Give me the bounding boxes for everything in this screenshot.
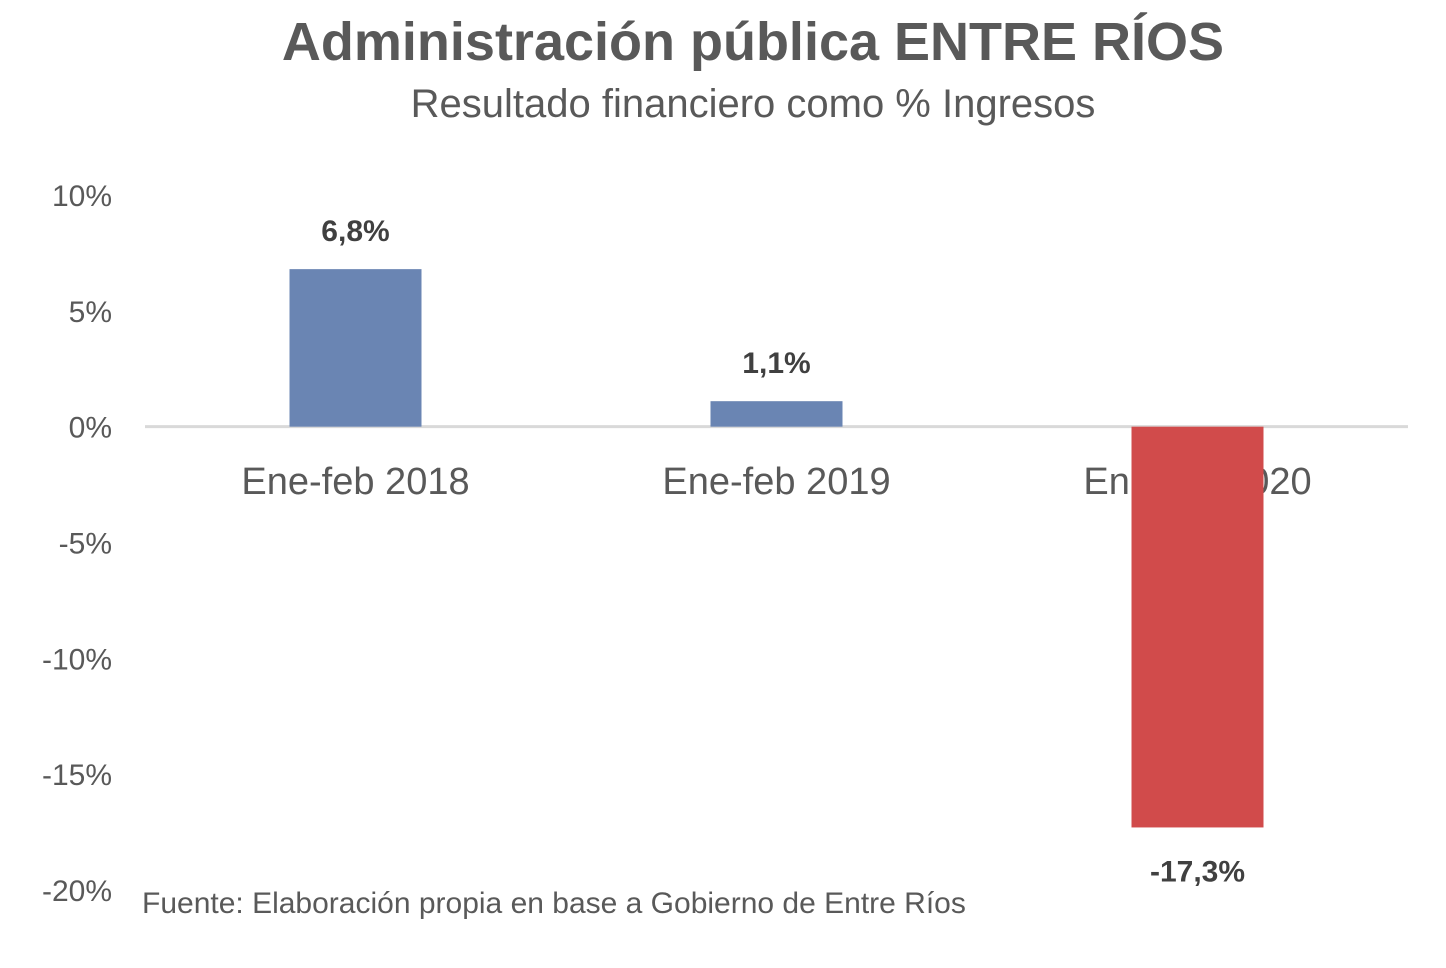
chart-subtitle: Resultado financiero como % Ingresos (411, 82, 1096, 126)
y-tick-label: 10% (52, 180, 112, 213)
data-label: 1,1% (742, 347, 810, 380)
y-axis-ticks: 10% 5% 0% -5% -10% -15% -20% (42, 180, 112, 908)
y-tick-label: -15% (42, 759, 112, 792)
y-tick-label: -10% (42, 643, 112, 676)
chart-title: Administración pública ENTRE RÍOS (282, 12, 1224, 72)
y-tick-label: 5% (69, 296, 112, 329)
data-labels: 6,8% 1,1% -17,3% (321, 215, 1245, 888)
x-tick-label: Ene-feb 2018 (241, 461, 469, 503)
source-note: Fuente: Elaboración propia en base a Gob… (142, 887, 966, 920)
y-tick-label: -5% (59, 528, 112, 561)
bar (289, 269, 422, 427)
data-label: 6,8% (321, 215, 389, 248)
bar (710, 401, 843, 427)
data-label: -17,3% (1150, 855, 1245, 888)
y-tick-label: -20% (42, 875, 112, 908)
bars (289, 269, 1264, 828)
y-tick-label: 0% (69, 412, 112, 445)
bar (1131, 426, 1264, 828)
x-tick-label: Ene-feb 2019 (662, 461, 890, 503)
